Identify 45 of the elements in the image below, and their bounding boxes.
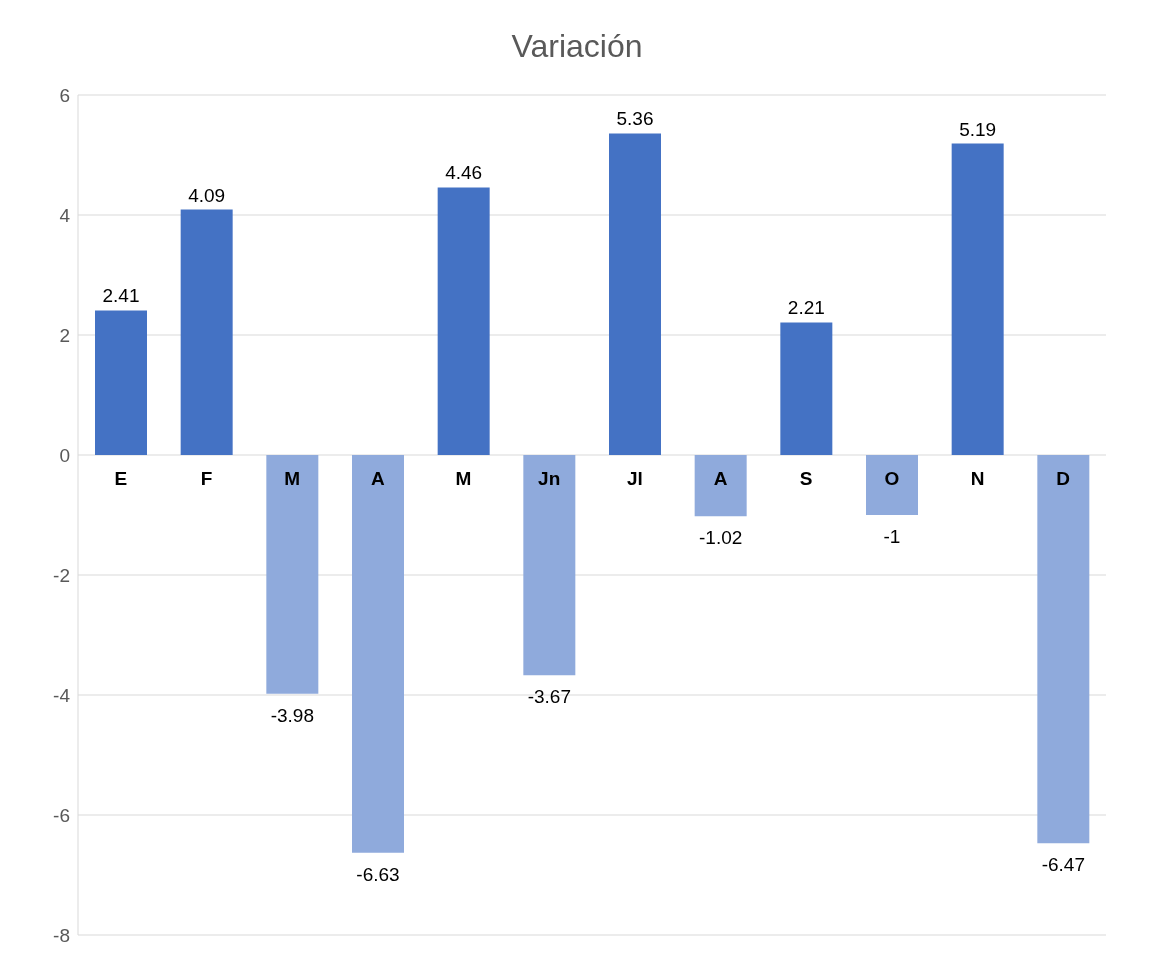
bar [266,455,319,694]
bar [609,133,661,455]
data-label: -6.63 [356,863,400,885]
bar [866,455,918,515]
y-tick-label: -6 [53,804,70,826]
y-tick-label: -4 [53,684,71,706]
x-tick-label: S [799,468,813,489]
y-tick-label: 6 [59,84,70,106]
data-label: 4.46 [445,162,483,184]
bar [523,455,576,676]
data-label: -6.47 [1041,854,1085,876]
bar [694,455,747,517]
bar [951,143,1004,455]
data-label: 5.36 [616,108,654,130]
data-label: 2.41 [102,285,140,307]
data-label: -3.67 [527,686,571,708]
data-label: 4.09 [188,184,226,206]
bar [1037,455,1090,844]
chart-title: Variación [510,27,644,66]
y-tick-label: -8 [53,924,70,946]
y-tick-label: -2 [53,564,70,586]
x-tick-label: M [455,468,472,489]
bar [180,209,233,455]
y-tick-label: 0 [59,444,70,466]
bar [352,455,404,853]
data-label: -1.02 [699,527,743,549]
x-tick-label: F [200,468,213,489]
bar [95,310,147,455]
data-label: 5.19 [959,118,997,140]
x-tick-label: Jl [626,468,643,489]
data-label: 2.21 [787,297,825,319]
x-tick-label: O [884,468,900,489]
bar [780,322,833,455]
bar [437,187,490,455]
x-tick-label: E [114,468,128,489]
x-tick-label: M [284,468,301,489]
y-tick-label: 2 [59,324,70,346]
x-tick-label: D [1056,468,1071,489]
x-tick-label: A [713,468,728,489]
y-tick-label: 4 [59,204,71,226]
data-label: -1 [883,526,901,547]
x-tick-label: Jn [538,468,561,489]
x-tick-label: N [970,468,985,489]
data-label: -3.98 [270,704,314,726]
x-tick-label: A [370,468,385,489]
